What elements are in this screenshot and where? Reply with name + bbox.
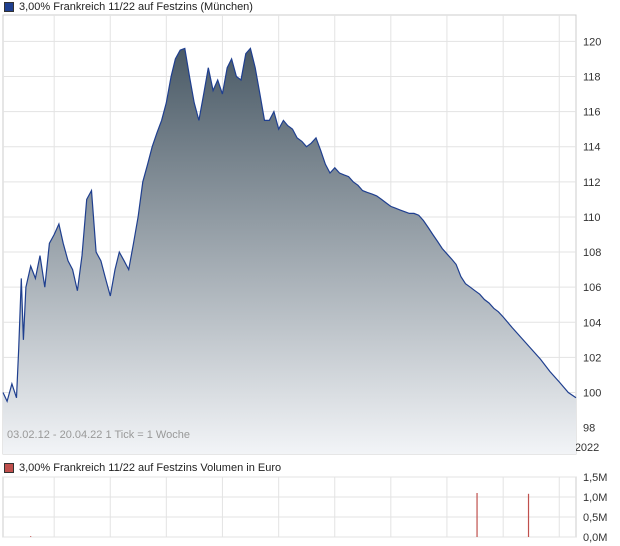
volume-bar (527, 493, 530, 537)
price-x-tick-label: 2022 (575, 442, 599, 454)
price-chart: 9810010210410610811011211411611812020132… (2, 14, 601, 455)
price-y-tick-label: 120 (583, 36, 601, 48)
volume-bar (30, 536, 32, 537)
price-legend-swatch (4, 2, 14, 12)
price-footer: 03.02.12 - 20.04.22 1 Tick = 1 Woche (7, 429, 190, 441)
price-legend-label: 3,00% Frankreich 11/22 auf Festzins (Mün… (19, 1, 253, 13)
volume-y-tick-label: 0,0M (583, 532, 607, 544)
price-legend: 3,00% Frankreich 11/22 auf Festzins (Mün… (4, 0, 253, 14)
volume-y-tick-label: 0,5M (583, 512, 607, 524)
volume-plot-frame (2, 476, 577, 538)
volume-chart: 0,0M 0,5M 1,0M 1,5M (2, 472, 607, 544)
price-y-tick-label: 104 (583, 317, 601, 329)
volume-legend-label: 3,00% Frankreich 11/22 auf Festzins Volu… (19, 462, 282, 474)
volume-bar (476, 493, 478, 537)
price-y-tick-label: 114 (583, 142, 601, 154)
price-y-tick-label: 98 (583, 423, 595, 435)
price-y-tick-label: 110 (583, 212, 601, 224)
price-y-tick-label: 106 (583, 282, 601, 294)
volume-legend-swatch (4, 463, 14, 473)
price-y-tick-label: 118 (583, 71, 601, 83)
price-area (3, 48, 576, 455)
volume-y-tick-label: 1,5M (583, 472, 607, 484)
price-line (2, 47, 577, 404)
price-y-tick-label: 116 (583, 107, 601, 119)
price-y-tick-label: 112 (583, 177, 601, 189)
price-y-tick-label: 100 (583, 388, 601, 400)
price-y-tick-label: 108 (583, 247, 601, 259)
volume-y-tick-label: 1,0M (583, 492, 607, 504)
volume-legend: 3,00% Frankreich 11/22 auf Festzins Volu… (4, 461, 281, 475)
price-y-tick-label: 102 (583, 352, 601, 364)
